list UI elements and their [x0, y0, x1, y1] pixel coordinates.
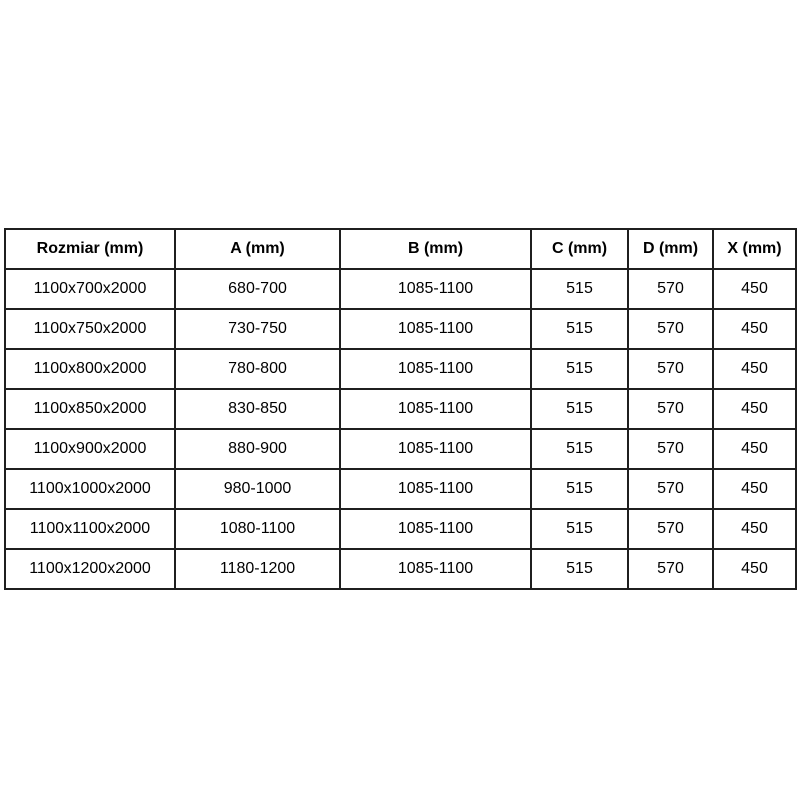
table-cell: 515	[530, 508, 629, 550]
column-header-4: D (mm)	[627, 228, 714, 270]
table-cell: 1100x1200x2000	[4, 548, 176, 590]
table-cell: 570	[627, 388, 714, 430]
table-cell: 515	[530, 308, 629, 350]
table-header: Rozmiar (mm) A (mm) B (mm) C (mm) D (mm) X (m…	[4, 228, 797, 270]
table-cell: 450	[712, 348, 797, 390]
table-cell: 1100x850x2000	[4, 388, 176, 430]
table-cell: 680-700	[174, 268, 341, 310]
column-header-0: Rozmiar (mm)	[4, 228, 176, 270]
table-cell: 570	[627, 268, 714, 310]
table-cell: 450	[712, 268, 797, 310]
table-cell: 880-900	[174, 428, 341, 470]
table-cell: 570	[627, 348, 714, 390]
table-cell: 1080-1100	[174, 508, 341, 550]
table-row: 1100x1200x2000 1180-1200 1085-1100 515 570 45…	[4, 548, 797, 590]
column-header-2: B (mm)	[339, 228, 532, 270]
table-cell: 450	[712, 428, 797, 470]
table-row: 1100x700x2000 680-700 1085-1100 515 570 450	[4, 268, 797, 310]
table-body: 1100x700x2000 680-700 1085-1100 515 570 450 11…	[4, 268, 797, 590]
column-header-3: C (mm)	[530, 228, 629, 270]
table-cell: 450	[712, 308, 797, 350]
table-cell: 515	[530, 388, 629, 430]
table-row: 1100x800x2000 780-800 1085-1100 515 570 450	[4, 348, 797, 390]
table-cell: 1085-1100	[339, 268, 532, 310]
table-cell: 570	[627, 548, 714, 590]
table-cell: 730-750	[174, 308, 341, 350]
specification-table: Rozmiar (mm) A (mm) B (mm) C (mm) D (mm) X (m…	[4, 228, 797, 590]
table-cell: 1085-1100	[339, 468, 532, 510]
table-cell: 1085-1100	[339, 508, 532, 550]
table-cell: 570	[627, 308, 714, 350]
table-row: 1100x850x2000 830-850 1085-1100 515 570 450	[4, 388, 797, 430]
table-row: 1100x1100x2000 1080-1100 1085-1100 515 570 45…	[4, 508, 797, 550]
table-row: 1100x900x2000 880-900 1085-1100 515 570 450	[4, 428, 797, 470]
table-cell: 450	[712, 468, 797, 510]
table-cell: 450	[712, 548, 797, 590]
table-cell: 515	[530, 348, 629, 390]
table-cell: 1085-1100	[339, 428, 532, 470]
table-header-row: Rozmiar (mm) A (mm) B (mm) C (mm) D (mm) X (m…	[4, 228, 797, 270]
table-cell: 1085-1100	[339, 548, 532, 590]
table-cell: 1100x1000x2000	[4, 468, 176, 510]
column-header-5: X (mm)	[712, 228, 797, 270]
table-cell: 570	[627, 428, 714, 470]
table-cell: 1180-1200	[174, 548, 341, 590]
table-row: 1100x1000x2000 980-1000 1085-1100 515 570 450	[4, 468, 797, 510]
table-cell: 1100x1100x2000	[4, 508, 176, 550]
table-cell: 450	[712, 388, 797, 430]
table-cell: 1085-1100	[339, 388, 532, 430]
table-cell: 1085-1100	[339, 348, 532, 390]
table-cell: 515	[530, 548, 629, 590]
table-cell: 780-800	[174, 348, 341, 390]
table-cell: 830-850	[174, 388, 341, 430]
column-header-1: A (mm)	[174, 228, 341, 270]
table-cell: 515	[530, 468, 629, 510]
table-cell: 450	[712, 508, 797, 550]
table-cell: 980-1000	[174, 468, 341, 510]
table-row: 1100x750x2000 730-750 1085-1100 515 570 450	[4, 308, 797, 350]
table-cell: 1100x800x2000	[4, 348, 176, 390]
table-cell: 1085-1100	[339, 308, 532, 350]
table-cell: 1100x750x2000	[4, 308, 176, 350]
table-cell: 515	[530, 268, 629, 310]
table-cell: 570	[627, 468, 714, 510]
table-cell: 1100x700x2000	[4, 268, 176, 310]
table-cell: 1100x900x2000	[4, 428, 176, 470]
table-cell: 515	[530, 428, 629, 470]
table-cell: 570	[627, 508, 714, 550]
